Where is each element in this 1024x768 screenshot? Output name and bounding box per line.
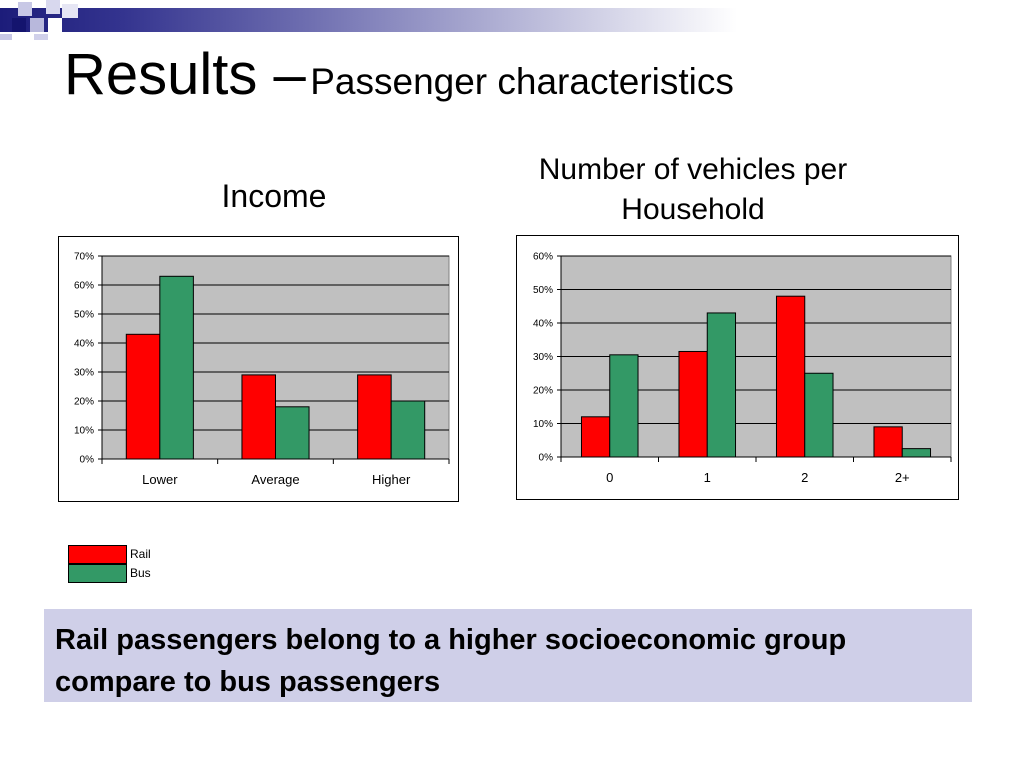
conclusion-banner: Rail passengers belong to a higher socio… <box>44 609 972 702</box>
bar-bus <box>390 400 426 460</box>
header-square <box>46 0 60 14</box>
page-title: Results – Passenger characteristics <box>64 46 734 104</box>
header-decoration <box>0 0 1024 40</box>
y-tick-label: 10% <box>533 419 553 430</box>
y-tick-label: 50% <box>74 310 94 321</box>
bar-rail <box>241 374 276 460</box>
x-tick-label: Lower <box>142 472 178 487</box>
bar-bus <box>275 406 310 460</box>
bar-bus <box>706 312 737 458</box>
bar-bus <box>804 372 834 458</box>
bar-rail <box>125 333 161 460</box>
x-tick-label: 1 <box>704 470 711 485</box>
y-tick-label: 20% <box>533 386 553 397</box>
y-tick-label: 10% <box>74 426 94 437</box>
y-tick-label: 0% <box>539 453 554 464</box>
header-square <box>48 18 62 32</box>
legend-swatch-bus <box>68 564 127 583</box>
y-tick-label: 50% <box>533 285 553 296</box>
x-tick-label: 0 <box>606 470 613 485</box>
x-tick-label: 2 <box>801 470 808 485</box>
conclusion-text: Rail passengers belong to a higher socio… <box>55 624 847 698</box>
y-tick-label: 30% <box>74 368 94 379</box>
y-tick-label: 0% <box>80 455 95 466</box>
x-tick-label: Average <box>251 472 299 487</box>
bar-rail <box>357 374 392 460</box>
bar-rail <box>580 416 611 458</box>
bar-rail <box>873 426 903 458</box>
header-gradient-bar <box>0 8 1024 32</box>
header-square <box>12 18 26 32</box>
header-square <box>30 18 44 32</box>
x-tick-label: Higher <box>372 472 411 487</box>
header-square <box>18 2 32 16</box>
bar-bus <box>609 354 639 458</box>
y-tick-label: 60% <box>74 281 94 292</box>
header-square <box>0 34 12 40</box>
bar-bus <box>901 448 932 458</box>
bar-rail <box>678 350 708 458</box>
x-tick-label: 2+ <box>895 470 910 485</box>
legend-swatch-rail <box>68 545 127 564</box>
vehicles-chart: 0% 10% 20% 30% 40% 50% 60% 0 1 2 2+ <box>516 235 959 500</box>
title-main: Results – <box>64 42 306 107</box>
y-tick-label: 30% <box>533 352 553 363</box>
bar-rail <box>775 295 806 458</box>
legend-label-rail: Rail <box>130 547 151 561</box>
y-tick-label: 40% <box>533 319 553 330</box>
header-square <box>62 4 78 18</box>
legend-label-bus: Bus <box>130 566 151 580</box>
bar-bus <box>159 275 194 460</box>
y-tick-label: 60% <box>533 252 553 263</box>
y-tick-label: 70% <box>74 252 94 263</box>
y-tick-label: 20% <box>74 397 94 408</box>
chart-title-vehicles: Number of vehicles per Household <box>538 153 848 226</box>
y-tick-label: 40% <box>74 339 94 350</box>
income-chart: 0% 10% 20% 30% 40% 50% 60% 70% Lower Average Highe… <box>58 236 459 502</box>
chart-title-income: Income <box>221 178 327 214</box>
header-square <box>34 34 48 40</box>
title-sub: Passenger characteristics <box>310 61 734 102</box>
